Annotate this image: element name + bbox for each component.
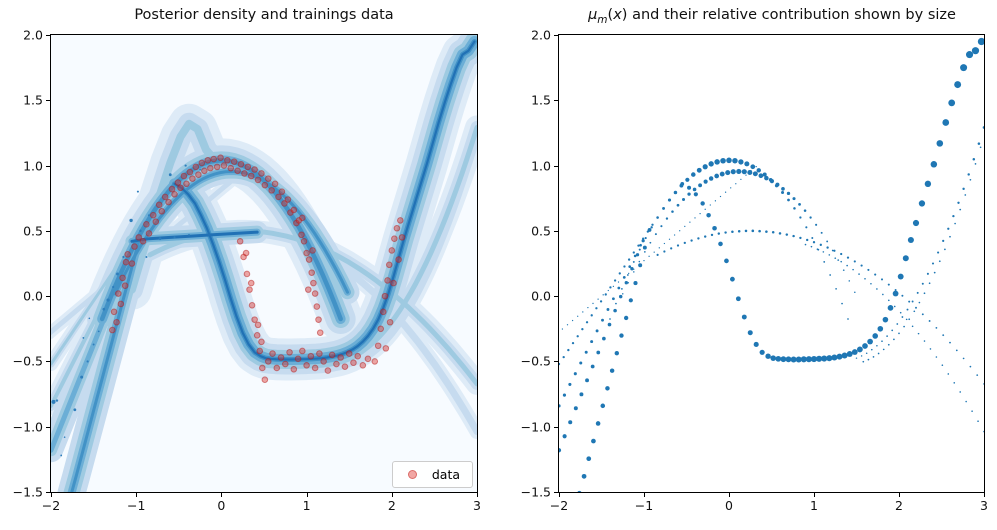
x-tick-mark xyxy=(644,493,645,497)
y-tick-mark xyxy=(554,35,558,36)
y-tick-mark xyxy=(554,165,558,167)
y-tick-mark xyxy=(46,35,50,36)
left-plot-area: data xyxy=(50,34,478,493)
x-tick-mark xyxy=(899,493,900,497)
y-tick-label: −0.5 xyxy=(520,353,551,369)
x-tick-mark xyxy=(51,493,52,497)
x-tick-mark xyxy=(477,493,478,497)
y-tick-mark xyxy=(46,426,50,428)
y-tick-mark xyxy=(554,296,558,298)
y-tick-label: 0.0 xyxy=(23,288,43,304)
title-text: and their relative contribution shown by… xyxy=(627,7,956,23)
y-tick-label: 0.5 xyxy=(23,223,43,239)
x-tick-label: −1 xyxy=(634,498,654,513)
y-tick-mark xyxy=(46,165,50,167)
title-math-sub-m: m xyxy=(597,13,608,26)
y-tick-mark xyxy=(46,492,50,493)
title-math-x: x xyxy=(613,7,622,23)
x-tick-mark xyxy=(559,493,560,497)
x-tick-mark xyxy=(391,493,393,497)
y-tick-mark xyxy=(554,100,558,102)
x-tick-label: 2 xyxy=(387,498,396,513)
x-tick-label: 3 xyxy=(473,498,481,513)
x-tick-label: 0 xyxy=(725,498,733,513)
y-tick-label: −1.0 xyxy=(12,419,43,435)
right-plot-area xyxy=(558,34,985,493)
legend-label: data xyxy=(431,467,460,482)
x-tick-mark xyxy=(136,493,138,497)
y-tick-mark xyxy=(554,426,558,428)
y-tick-label: −0.5 xyxy=(12,353,43,369)
y-tick-mark xyxy=(554,361,558,363)
x-tick-label: 1 xyxy=(302,498,311,513)
y-tick-label: 1.0 xyxy=(531,158,551,174)
left-plot-canvas xyxy=(51,35,477,492)
legend: data xyxy=(391,461,473,488)
y-tick-label: 1.0 xyxy=(23,158,43,174)
y-tick-mark xyxy=(554,230,558,232)
left-plot-title: Posterior density and trainings data xyxy=(134,7,394,23)
y-tick-label: 2.0 xyxy=(23,27,43,43)
x-tick-label: 3 xyxy=(980,498,988,513)
right-plot-canvas xyxy=(559,35,984,492)
y-tick-label: 1.5 xyxy=(23,92,43,108)
x-tick-label: 2 xyxy=(895,498,903,513)
y-tick-label: 0.5 xyxy=(531,223,551,239)
y-tick-label: 0.0 xyxy=(531,288,551,304)
x-tick-label: 1 xyxy=(810,498,818,513)
y-tick-label: −1.5 xyxy=(12,484,43,500)
x-tick-label: −2 xyxy=(549,498,569,513)
y-tick-mark xyxy=(46,100,50,102)
y-tick-label: 2.0 xyxy=(531,27,551,43)
y-tick-mark xyxy=(46,230,50,232)
y-tick-label: 1.5 xyxy=(531,92,551,108)
y-tick-mark xyxy=(46,361,50,363)
y-tick-mark xyxy=(46,296,50,298)
x-tick-label: −1 xyxy=(126,498,146,513)
y-tick-label: −1.0 xyxy=(520,419,551,435)
x-tick-mark xyxy=(221,493,223,497)
x-tick-mark xyxy=(814,493,815,497)
x-tick-mark xyxy=(729,493,730,497)
y-tick-label: −1.5 xyxy=(520,484,551,500)
right-plot-title: μm(x) and their relative contribution sh… xyxy=(588,7,956,26)
x-tick-mark xyxy=(984,493,985,497)
y-tick-mark xyxy=(554,492,558,493)
x-tick-label: 0 xyxy=(217,498,226,513)
x-tick-label: −2 xyxy=(41,498,61,513)
x-tick-mark xyxy=(306,493,308,497)
data-point-marker-icon xyxy=(407,470,417,479)
title-math-mu: μ xyxy=(588,7,598,23)
